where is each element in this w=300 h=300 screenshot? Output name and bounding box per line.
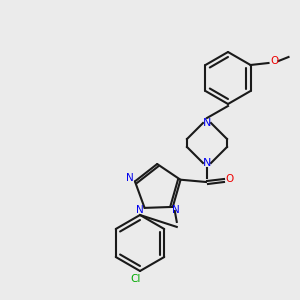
Text: O: O: [225, 174, 233, 184]
Text: Cl: Cl: [131, 274, 141, 284]
Text: N: N: [172, 205, 180, 215]
Text: N: N: [203, 158, 211, 168]
Text: N: N: [203, 118, 211, 128]
Text: O: O: [270, 56, 279, 66]
Text: N: N: [136, 205, 143, 215]
Text: N: N: [126, 173, 134, 183]
